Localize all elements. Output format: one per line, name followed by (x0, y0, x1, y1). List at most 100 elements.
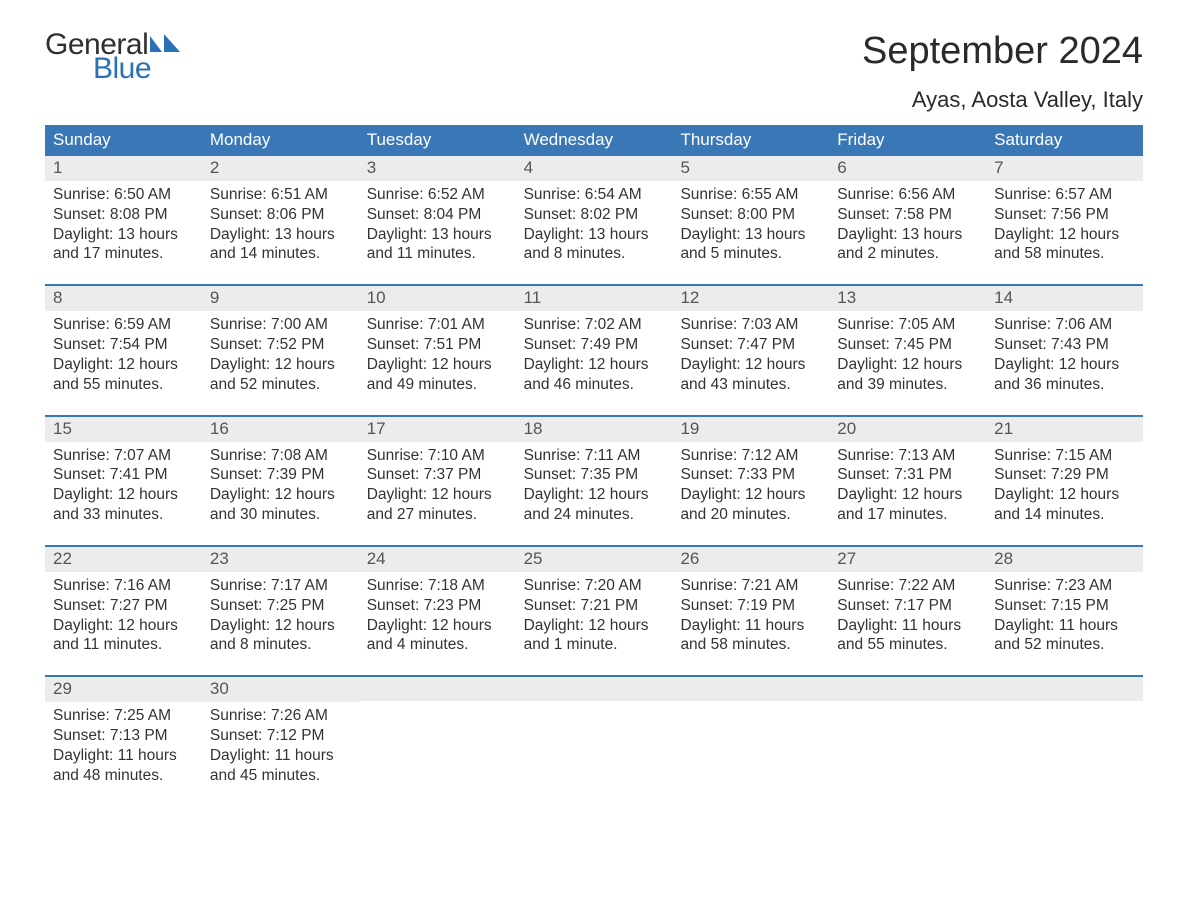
day-body: Sunrise: 7:07 AMSunset: 7:41 PMDaylight:… (45, 442, 202, 529)
daylight-line-1: Daylight: 11 hours (994, 616, 1137, 636)
daylight-line-1: Daylight: 11 hours (210, 746, 353, 766)
week-row: 22Sunrise: 7:16 AMSunset: 7:27 PMDayligh… (45, 545, 1143, 659)
sunset-line: Sunset: 7:54 PM (53, 335, 196, 355)
daylight-line-2: and 58 minutes. (680, 635, 823, 655)
day-cell: 6Sunrise: 6:56 AMSunset: 7:58 PMDaylight… (829, 156, 986, 268)
day-number: 27 (829, 547, 986, 572)
day-cell: 25Sunrise: 7:20 AMSunset: 7:21 PMDayligh… (516, 547, 673, 659)
daylight-line-2: and 11 minutes. (53, 635, 196, 655)
sunrise-line: Sunrise: 6:52 AM (367, 185, 510, 205)
daylight-line-2: and 55 minutes. (53, 375, 196, 395)
sunrise-line: Sunrise: 7:25 AM (53, 706, 196, 726)
sunset-line: Sunset: 7:17 PM (837, 596, 980, 616)
daylight-line-2: and 1 minute. (524, 635, 667, 655)
day-cell-empty (986, 677, 1143, 789)
daylight-line-1: Daylight: 11 hours (53, 746, 196, 766)
daylight-line-2: and 17 minutes. (53, 244, 196, 264)
sunrise-line: Sunrise: 7:21 AM (680, 576, 823, 596)
daylight-line-2: and 14 minutes. (210, 244, 353, 264)
day-body: Sunrise: 7:02 AMSunset: 7:49 PMDaylight:… (516, 311, 673, 398)
daylight-line-1: Daylight: 12 hours (210, 355, 353, 375)
sunrise-line: Sunrise: 7:12 AM (680, 446, 823, 466)
sunrise-line: Sunrise: 7:13 AM (837, 446, 980, 466)
day-cell: 7Sunrise: 6:57 AMSunset: 7:56 PMDaylight… (986, 156, 1143, 268)
day-number (516, 677, 673, 701)
daylight-line-2: and 14 minutes. (994, 505, 1137, 525)
day-cell: 9Sunrise: 7:00 AMSunset: 7:52 PMDaylight… (202, 286, 359, 398)
sunrise-line: Sunrise: 6:56 AM (837, 185, 980, 205)
logo-flag-icon (150, 34, 180, 56)
sunrise-line: Sunrise: 6:55 AM (680, 185, 823, 205)
day-body: Sunrise: 7:25 AMSunset: 7:13 PMDaylight:… (45, 702, 202, 789)
day-cell: 10Sunrise: 7:01 AMSunset: 7:51 PMDayligh… (359, 286, 516, 398)
sunset-line: Sunset: 7:15 PM (994, 596, 1137, 616)
daylight-line-1: Daylight: 11 hours (837, 616, 980, 636)
daylight-line-2: and 49 minutes. (367, 375, 510, 395)
day-body: Sunrise: 7:22 AMSunset: 7:17 PMDaylight:… (829, 572, 986, 659)
calendar-grid: SundayMondayTuesdayWednesdayThursdayFrid… (45, 125, 1143, 790)
daylight-line-1: Daylight: 12 hours (210, 616, 353, 636)
day-body: Sunrise: 7:18 AMSunset: 7:23 PMDaylight:… (359, 572, 516, 659)
day-number: 25 (516, 547, 673, 572)
day-body: Sunrise: 7:10 AMSunset: 7:37 PMDaylight:… (359, 442, 516, 529)
day-number: 26 (672, 547, 829, 572)
sunset-line: Sunset: 7:27 PM (53, 596, 196, 616)
day-number: 4 (516, 156, 673, 181)
header-row: General Blue September 2024 Ayas, Aosta … (45, 30, 1143, 113)
daylight-line-2: and 46 minutes. (524, 375, 667, 395)
day-body: Sunrise: 6:57 AMSunset: 7:56 PMDaylight:… (986, 181, 1143, 268)
daylight-line-2: and 55 minutes. (837, 635, 980, 655)
sunset-line: Sunset: 8:08 PM (53, 205, 196, 225)
day-body: Sunrise: 7:20 AMSunset: 7:21 PMDaylight:… (516, 572, 673, 659)
day-cell: 4Sunrise: 6:54 AMSunset: 8:02 PMDaylight… (516, 156, 673, 268)
day-number (359, 677, 516, 701)
day-body: Sunrise: 7:08 AMSunset: 7:39 PMDaylight:… (202, 442, 359, 529)
sunrise-line: Sunrise: 6:50 AM (53, 185, 196, 205)
daylight-line-1: Daylight: 12 hours (837, 485, 980, 505)
day-number: 21 (986, 417, 1143, 442)
day-cell: 11Sunrise: 7:02 AMSunset: 7:49 PMDayligh… (516, 286, 673, 398)
daylight-line-2: and 8 minutes. (524, 244, 667, 264)
daylight-line-1: Daylight: 12 hours (524, 485, 667, 505)
sunrise-line: Sunrise: 7:01 AM (367, 315, 510, 335)
day-cell: 29Sunrise: 7:25 AMSunset: 7:13 PMDayligh… (45, 677, 202, 789)
daylight-line-2: and 27 minutes. (367, 505, 510, 525)
daylight-line-2: and 11 minutes. (367, 244, 510, 264)
week-row: 8Sunrise: 6:59 AMSunset: 7:54 PMDaylight… (45, 284, 1143, 398)
day-number: 10 (359, 286, 516, 311)
sunset-line: Sunset: 7:19 PM (680, 596, 823, 616)
day-body: Sunrise: 6:50 AMSunset: 8:08 PMDaylight:… (45, 181, 202, 268)
sunrise-line: Sunrise: 7:20 AM (524, 576, 667, 596)
week-row: 1Sunrise: 6:50 AMSunset: 8:08 PMDaylight… (45, 156, 1143, 268)
day-header: Wednesday (516, 125, 673, 156)
day-cell: 27Sunrise: 7:22 AMSunset: 7:17 PMDayligh… (829, 547, 986, 659)
daylight-line-2: and 30 minutes. (210, 505, 353, 525)
daylight-line-2: and 20 minutes. (680, 505, 823, 525)
sunrise-line: Sunrise: 7:06 AM (994, 315, 1137, 335)
daylight-line-2: and 5 minutes. (680, 244, 823, 264)
day-cell: 12Sunrise: 7:03 AMSunset: 7:47 PMDayligh… (672, 286, 829, 398)
sunrise-line: Sunrise: 7:10 AM (367, 446, 510, 466)
sunset-line: Sunset: 7:45 PM (837, 335, 980, 355)
daylight-line-1: Daylight: 12 hours (367, 616, 510, 636)
sunrise-line: Sunrise: 7:23 AM (994, 576, 1137, 596)
day-cell: 21Sunrise: 7:15 AMSunset: 7:29 PMDayligh… (986, 417, 1143, 529)
day-body: Sunrise: 6:55 AMSunset: 8:00 PMDaylight:… (672, 181, 829, 268)
calendar-page: General Blue September 2024 Ayas, Aosta … (0, 0, 1188, 846)
day-body: Sunrise: 7:17 AMSunset: 7:25 PMDaylight:… (202, 572, 359, 659)
sunrise-line: Sunrise: 6:57 AM (994, 185, 1137, 205)
day-body: Sunrise: 7:00 AMSunset: 7:52 PMDaylight:… (202, 311, 359, 398)
sunrise-line: Sunrise: 7:22 AM (837, 576, 980, 596)
day-body: Sunrise: 7:15 AMSunset: 7:29 PMDaylight:… (986, 442, 1143, 529)
daylight-line-2: and 43 minutes. (680, 375, 823, 395)
day-number: 17 (359, 417, 516, 442)
day-cell: 2Sunrise: 6:51 AMSunset: 8:06 PMDaylight… (202, 156, 359, 268)
day-number: 2 (202, 156, 359, 181)
sunset-line: Sunset: 7:39 PM (210, 465, 353, 485)
daylight-line-2: and 39 minutes. (837, 375, 980, 395)
day-body: Sunrise: 7:23 AMSunset: 7:15 PMDaylight:… (986, 572, 1143, 659)
day-number: 9 (202, 286, 359, 311)
day-number: 19 (672, 417, 829, 442)
daylight-line-2: and 48 minutes. (53, 766, 196, 786)
sunset-line: Sunset: 7:41 PM (53, 465, 196, 485)
